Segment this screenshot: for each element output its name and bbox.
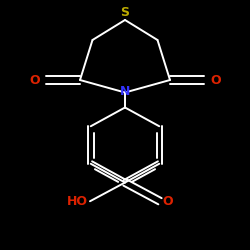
Text: HO: HO (66, 195, 87, 208)
Text: O: O (210, 74, 221, 86)
Text: O: O (162, 195, 173, 208)
Text: N: N (120, 85, 130, 98)
Text: S: S (120, 6, 130, 19)
Text: O: O (30, 74, 40, 86)
